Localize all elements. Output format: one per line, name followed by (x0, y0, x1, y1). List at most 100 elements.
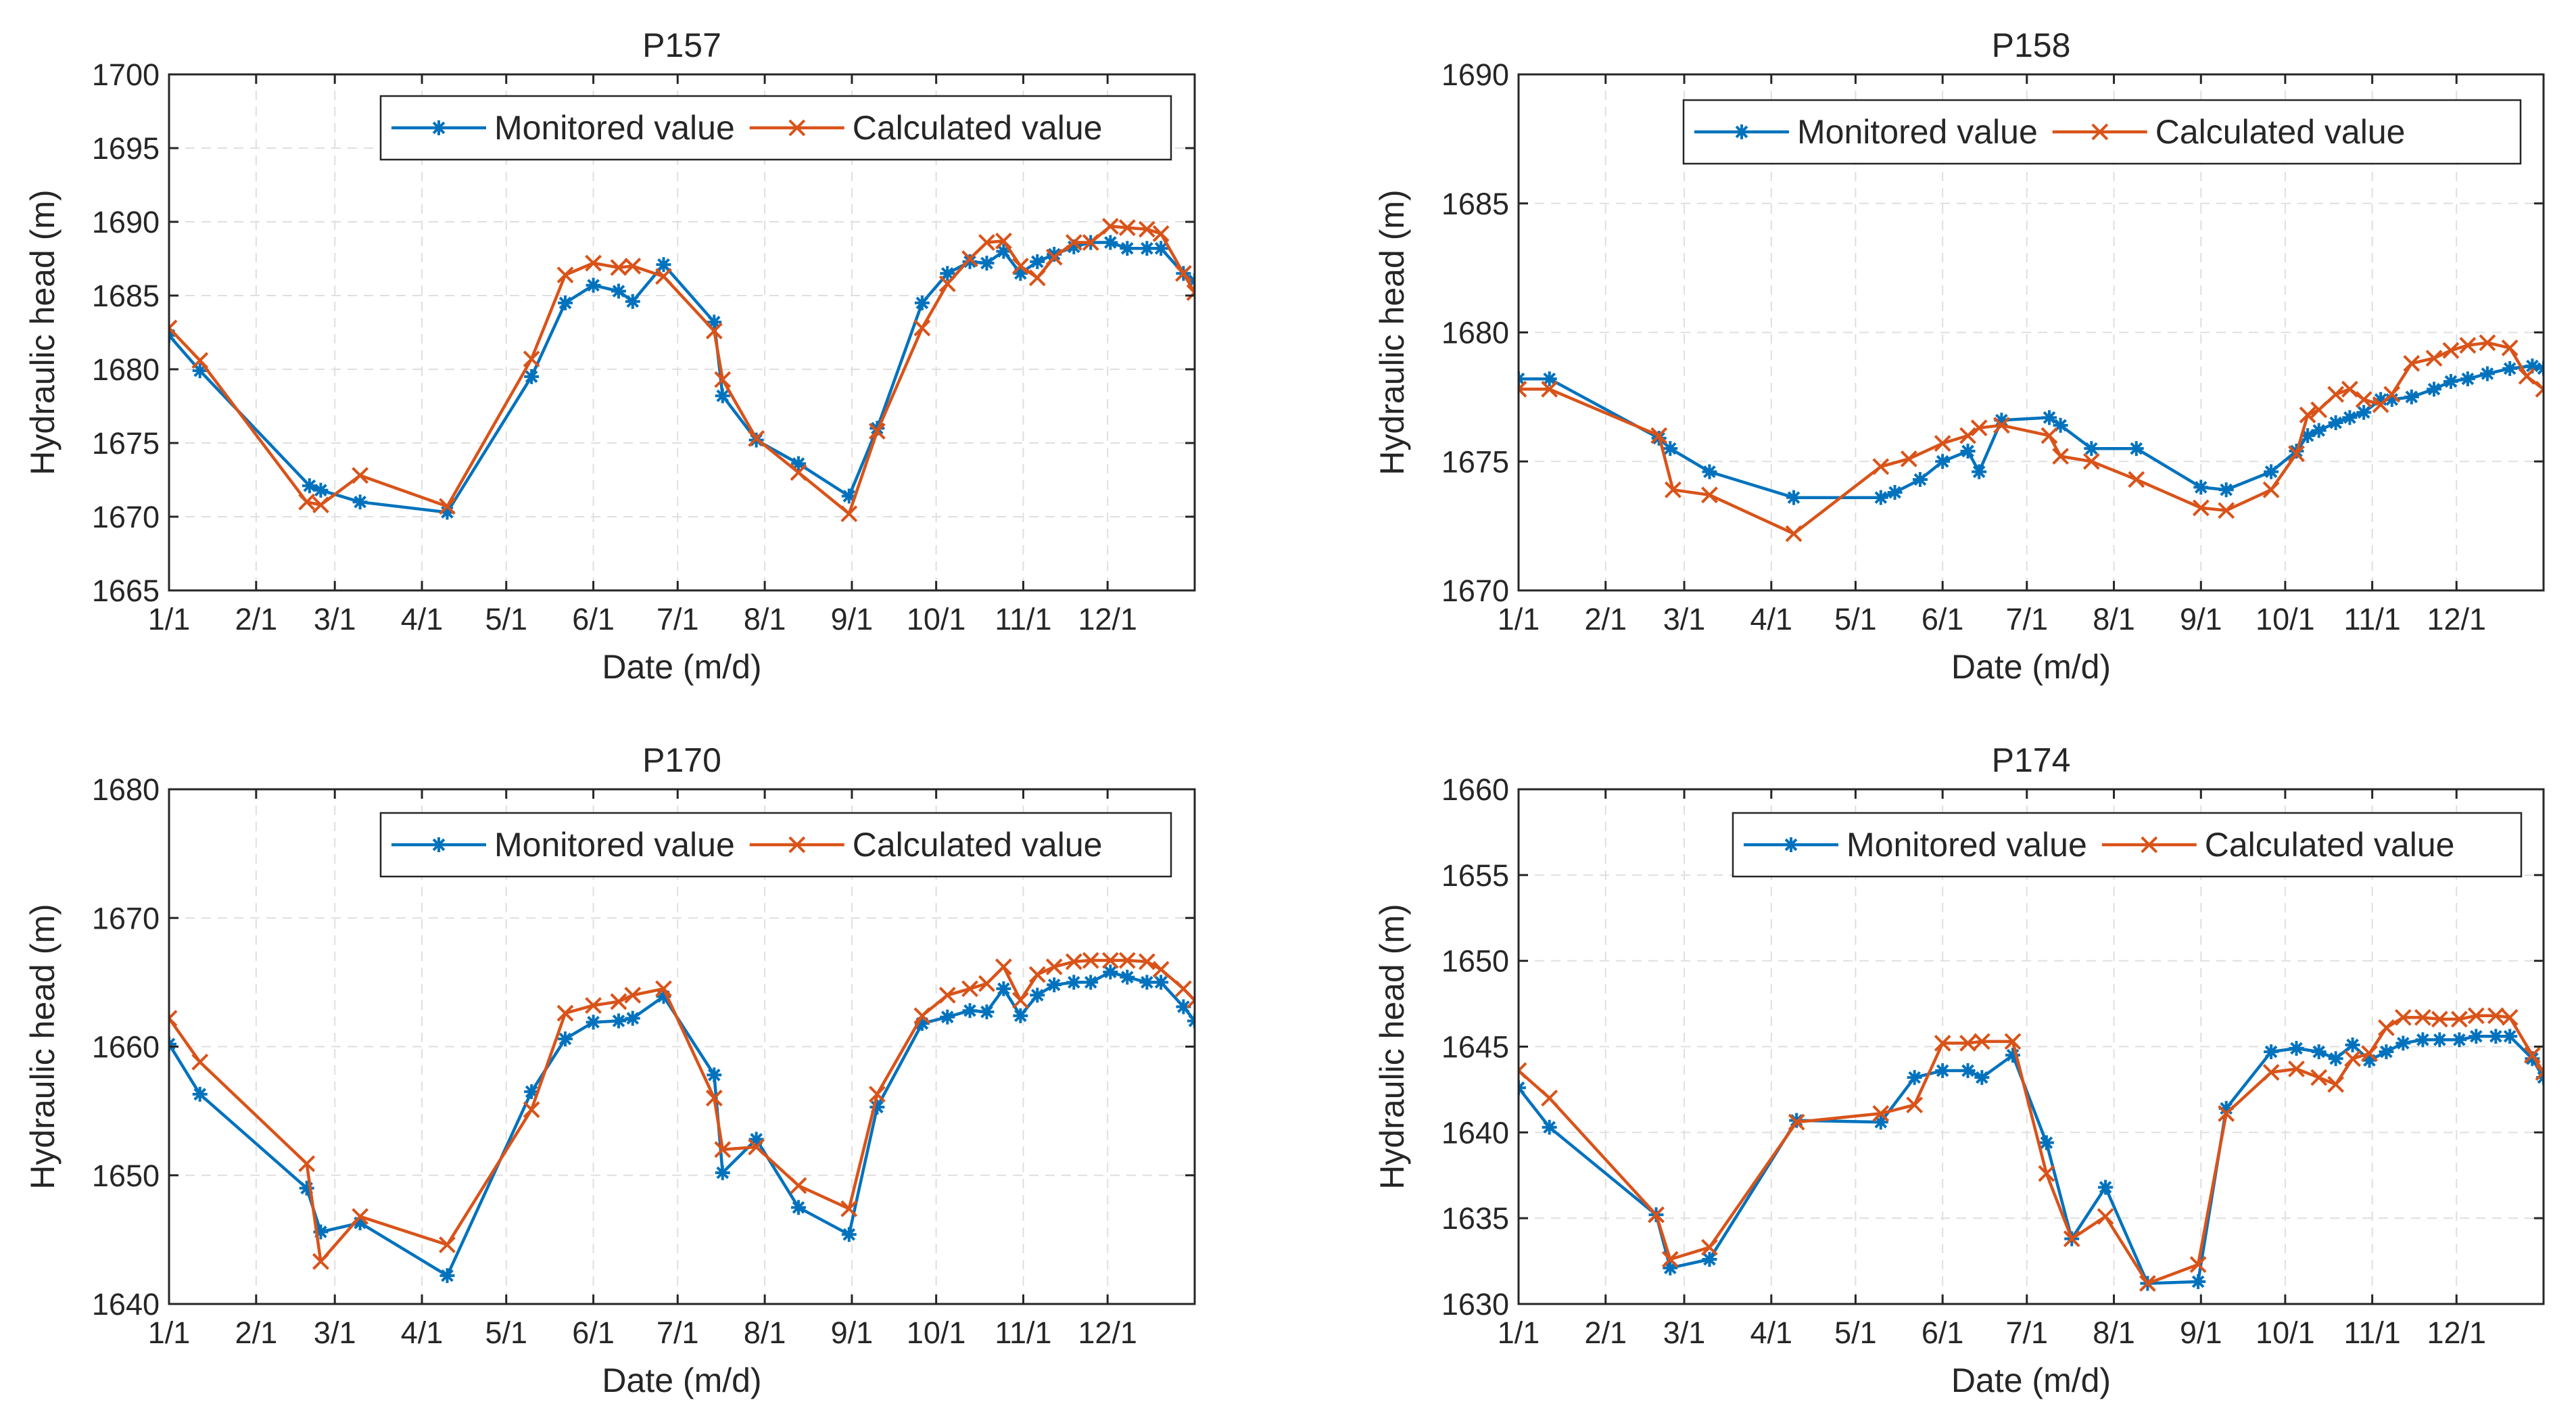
data-point (1935, 1063, 1951, 1079)
legend-label: Calculated value (853, 826, 1103, 864)
chart-title: P158 (1992, 26, 2071, 64)
data-point (2192, 499, 2210, 517)
data-point (940, 266, 955, 281)
data-point (556, 266, 574, 283)
data-point (1663, 441, 1678, 457)
data-point (1872, 458, 1890, 475)
legend-label: Calculated value (2155, 113, 2406, 151)
data-point (352, 467, 369, 484)
data-point (2467, 1007, 2485, 1025)
legend-entry-monitored: Monitored value (391, 109, 735, 147)
data-point (1139, 975, 1155, 990)
data-point (1028, 966, 1046, 983)
data-point (979, 256, 995, 271)
data-point (169, 1010, 178, 1027)
data-point (840, 1200, 858, 1217)
x-tick-label: 7/1 (657, 1315, 699, 1350)
data-point (2379, 1044, 2394, 1060)
x-tick-label: 5/1 (485, 602, 527, 636)
x-tick-label: 10/1 (2256, 1315, 2315, 1350)
x-tick-label: 3/1 (314, 1315, 356, 1350)
data-point (1082, 234, 1099, 251)
data-point (610, 259, 627, 276)
data-point (1030, 987, 1045, 1003)
data-point (2488, 1029, 2504, 1044)
y-tick-label: 1650 (92, 1159, 160, 1193)
data-point (748, 1132, 764, 1147)
x-tick-label: 1/1 (1498, 1315, 1540, 1350)
data-point (192, 1086, 208, 1102)
data-point (2193, 480, 2209, 495)
data-point (938, 275, 956, 292)
x-tick-label: 4/1 (401, 1315, 444, 1350)
ticks: 1/1 2/1 3/1 4/1 5/1 6/1 7/1 8/1 9/1 10/1 11/1 12/1 1… (92, 772, 1195, 1350)
ticks: 1/1 2/1 3/1 4/1 5/1 6/1 7/1 8/1 9/1 10/1 11/1 12/1 1… (1441, 772, 2544, 1350)
data-point (655, 980, 672, 998)
legend-entry-monitored: Monitored value (1694, 113, 2038, 151)
data-point (655, 268, 672, 285)
data-point (1786, 490, 1802, 505)
data-point (715, 388, 730, 404)
x-axis-label: Date (m/d) (1951, 1361, 2111, 1399)
data-point (1788, 1113, 1805, 1131)
y-tick-label: 1630 (1441, 1287, 1509, 1322)
data-point (748, 430, 765, 447)
y-tick-label: 1635 (1441, 1201, 1509, 1236)
data-point (2128, 441, 2144, 457)
data-point (1519, 1080, 1526, 1096)
data-point (961, 980, 978, 998)
data-point (1118, 952, 1136, 969)
data-point (1065, 953, 1082, 971)
data-point (1103, 964, 1118, 980)
series-monitored (169, 964, 1195, 1284)
data-point (714, 1141, 732, 1159)
y-tick-label: 1690 (1441, 57, 1509, 92)
data-point (2328, 415, 2343, 431)
legend-label: Monitored value (1797, 113, 2038, 151)
data-point (2395, 1035, 2411, 1051)
data-point (2443, 373, 2458, 389)
data-point (1152, 960, 1170, 978)
x-tick-label: 7/1 (657, 602, 699, 636)
data-point (1011, 992, 1029, 1009)
legend: Monitored value Calculated value (1682, 99, 2522, 165)
data-point (2487, 1007, 2504, 1025)
data-point (2479, 334, 2496, 352)
data-point (2404, 389, 2419, 404)
data-point (1065, 234, 1082, 251)
data-point (2341, 381, 2358, 398)
x-tick-label: 2/1 (235, 1315, 278, 1350)
x-tick-label: 10/1 (2256, 602, 2315, 636)
data-point (913, 1007, 931, 1025)
data-point (1519, 371, 1526, 387)
y-tick-label: 1650 (1441, 944, 1509, 979)
legend-label: Monitored value (494, 109, 735, 147)
data-point (1082, 952, 1099, 969)
y-tick-label: 1680 (92, 772, 160, 807)
data-point (2432, 1032, 2448, 1048)
y-axis-label: Hydraulic head (m) (1373, 904, 1411, 1189)
data-point (2063, 1230, 2080, 1248)
data-point (707, 1067, 722, 1083)
y-tick-label: 1690 (92, 205, 160, 239)
data-point (996, 981, 1011, 996)
data-point (2502, 360, 2518, 376)
y-tick-label: 1675 (92, 426, 160, 461)
data-point (2311, 1044, 2327, 1060)
legend-marker (788, 836, 806, 854)
data-point (1101, 952, 1119, 969)
legend-entry-calculated: Calculated value (749, 109, 1102, 147)
data-point (2501, 1008, 2519, 1026)
legend-label: Calculated value (2205, 826, 2455, 864)
x-tick-label: 4/1 (1750, 602, 1793, 636)
data-point (2459, 337, 2477, 354)
y-tick-label: 1640 (92, 1287, 160, 1322)
data-point (1047, 977, 1062, 993)
data-point (1519, 1062, 1527, 1079)
data-point (2377, 1019, 2395, 1037)
data-point (585, 254, 602, 272)
data-point (2041, 427, 2058, 444)
data-point (1970, 419, 1988, 437)
data-point (2004, 1033, 2022, 1050)
data-point (2262, 1064, 2280, 1081)
